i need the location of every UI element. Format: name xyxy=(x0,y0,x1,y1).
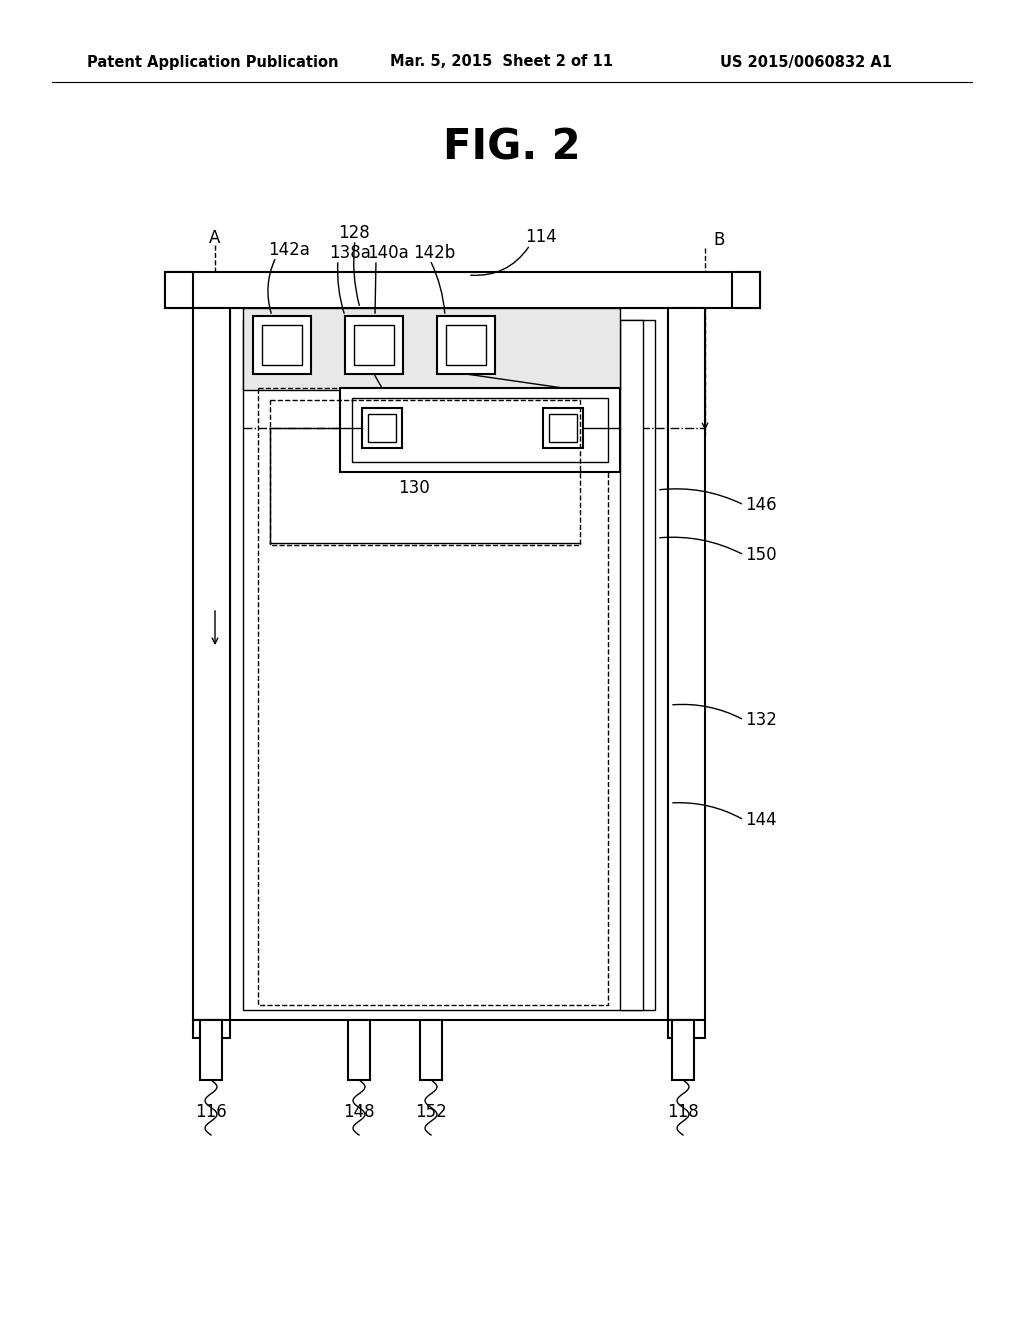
Bar xyxy=(193,1020,230,1038)
Bar xyxy=(420,1020,442,1080)
Text: B: B xyxy=(714,231,725,249)
Text: 142c: 142c xyxy=(445,459,485,477)
Bar xyxy=(668,308,705,1020)
Text: 142b: 142b xyxy=(413,244,456,261)
Text: 144: 144 xyxy=(745,810,776,829)
Text: 138a: 138a xyxy=(329,244,371,261)
Text: 146: 146 xyxy=(745,496,776,513)
Text: 132: 132 xyxy=(745,711,777,729)
Text: Patent Application Publication: Patent Application Publication xyxy=(87,54,339,70)
Bar xyxy=(340,388,620,473)
Bar xyxy=(620,319,643,1010)
Text: 114: 114 xyxy=(525,228,557,246)
Bar xyxy=(253,315,311,374)
Text: 150: 150 xyxy=(745,546,776,564)
Text: 140b: 140b xyxy=(406,459,447,477)
Text: A: A xyxy=(209,228,221,247)
Text: 138b: 138b xyxy=(370,459,413,477)
Bar xyxy=(446,325,486,366)
Text: US 2015/0060832 A1: US 2015/0060832 A1 xyxy=(720,54,892,70)
Bar xyxy=(348,1020,370,1080)
Bar xyxy=(230,308,668,1020)
Bar xyxy=(165,272,193,308)
Bar xyxy=(352,399,608,462)
Bar xyxy=(270,400,580,545)
Text: Mar. 5, 2015  Sheet 2 of 11: Mar. 5, 2015 Sheet 2 of 11 xyxy=(390,54,613,70)
Text: 142a: 142a xyxy=(268,242,310,259)
Text: 118: 118 xyxy=(667,1104,698,1121)
Text: 116: 116 xyxy=(196,1104,227,1121)
Text: 152: 152 xyxy=(415,1104,446,1121)
Bar xyxy=(672,1020,694,1080)
Bar xyxy=(165,272,760,308)
Text: 148: 148 xyxy=(343,1104,375,1121)
Bar xyxy=(243,319,655,1010)
Text: 130: 130 xyxy=(398,479,430,498)
Bar xyxy=(258,388,608,1005)
Bar xyxy=(543,408,583,447)
Bar xyxy=(668,1020,705,1038)
Text: FIG. 2: FIG. 2 xyxy=(443,127,581,169)
Bar xyxy=(243,308,620,389)
Bar xyxy=(368,414,396,442)
Text: 140a: 140a xyxy=(367,244,409,261)
Bar xyxy=(437,315,495,374)
Bar xyxy=(549,414,577,442)
Bar xyxy=(262,325,302,366)
Bar xyxy=(732,272,760,308)
Bar xyxy=(354,325,394,366)
Bar xyxy=(200,1020,222,1080)
Text: 128: 128 xyxy=(338,224,370,242)
Bar xyxy=(362,408,402,447)
Bar xyxy=(193,308,230,1020)
Bar xyxy=(345,315,403,374)
